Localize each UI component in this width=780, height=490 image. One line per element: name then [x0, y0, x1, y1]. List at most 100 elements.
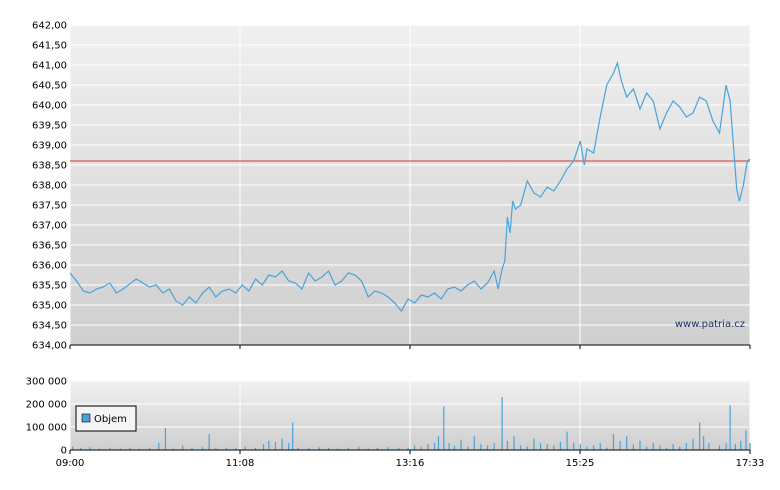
- x-tick-label: 13:16: [396, 458, 425, 469]
- volume-bar: [347, 447, 349, 450]
- volume-bar: [337, 448, 339, 450]
- volume-bar: [699, 422, 701, 450]
- volume-bar: [281, 438, 283, 450]
- volume-bar: [599, 443, 601, 450]
- volume-bar: [486, 445, 489, 450]
- price-y-tick: 639,00: [32, 141, 67, 152]
- volume-y-tick: 200 000: [26, 400, 67, 411]
- volume-bar: [672, 444, 674, 450]
- volume-bar: [493, 443, 495, 450]
- volume-bar: [646, 446, 648, 450]
- volume-bar: [420, 446, 422, 450]
- volume-bar: [586, 446, 588, 450]
- price-y-tick: 634,00: [32, 341, 67, 352]
- volume-bar: [703, 436, 705, 450]
- price-y-tick: 636,50: [32, 241, 67, 252]
- price-y-tick-labels: 634,00 634,50 635,00 635,50 636,00 636,50 637,…: [32, 21, 67, 352]
- volume-bar: [639, 440, 641, 450]
- volume-bar: [460, 439, 462, 450]
- volume-y-tick: 100 000: [26, 423, 67, 434]
- volume-bar: [89, 447, 91, 450]
- volume-bar: [358, 446, 360, 450]
- volume-bar: [427, 444, 429, 450]
- volume-bar: [191, 447, 193, 450]
- volume-bar: [619, 440, 621, 450]
- volume-bar: [453, 445, 456, 450]
- legend-swatch: [81, 413, 91, 423]
- volume-bars: [72, 397, 751, 450]
- volume-bar: [626, 436, 628, 450]
- legend-label: Objem: [94, 414, 127, 425]
- x-axis-tick-labels: 09:00 11:08 13:16 15:25 17:33: [56, 449, 764, 469]
- volume-bar: [443, 406, 445, 450]
- volume-bar: [148, 448, 151, 450]
- volume-y-tick: 300 000: [26, 377, 67, 388]
- volume-bar: [437, 436, 440, 450]
- volume-bar: [129, 447, 131, 450]
- volume-bar: [288, 443, 290, 450]
- volume-bar: [201, 447, 204, 450]
- price-y-tick: 640,00: [32, 101, 67, 112]
- volume-bar: [501, 397, 503, 450]
- price-y-tick: 636,00: [32, 261, 67, 272]
- volume-bar: [652, 443, 654, 450]
- volume-bar: [513, 436, 515, 450]
- volume-bar: [467, 446, 469, 450]
- volume-bar: [506, 440, 509, 450]
- volume-bar: [398, 448, 400, 450]
- volume-bar: [292, 422, 294, 450]
- volume-bar: [448, 443, 450, 450]
- volume-bar: [138, 448, 140, 450]
- volume-bar: [433, 443, 436, 450]
- price-y-tick: 635,50: [32, 281, 67, 292]
- volume-bar: [665, 447, 668, 450]
- volume-bar: [172, 448, 174, 450]
- price-y-tick: 641,50: [32, 41, 67, 52]
- volume-bar: [559, 441, 562, 450]
- volume-bar: [318, 447, 320, 450]
- volume-bar: [692, 438, 694, 450]
- volume-bar: [274, 441, 277, 450]
- volume-bar: [473, 436, 475, 450]
- price-y-tick: 637,50: [32, 201, 67, 212]
- volume-bar: [327, 447, 330, 450]
- volume-bar: [612, 433, 615, 450]
- volume-bar: [225, 447, 228, 450]
- price-series-line: [69, 60, 751, 313]
- volume-bar: [414, 445, 416, 450]
- volume-bar: [387, 447, 389, 450]
- volume-bar: [546, 444, 548, 450]
- volume-bar: [685, 443, 687, 450]
- volume-bar: [307, 448, 310, 450]
- volume-bar: [262, 444, 265, 450]
- volume-bar: [235, 448, 237, 450]
- volume-bar: [632, 444, 634, 450]
- volume-bar: [480, 444, 482, 450]
- price-y-tick: 638,50: [32, 161, 67, 172]
- volume-y-tick: 0: [61, 446, 67, 457]
- volume-bar: [182, 445, 184, 450]
- x-tick-label: 09:00: [56, 458, 85, 469]
- volume-bar: [72, 446, 74, 450]
- volume-bar: [729, 405, 731, 450]
- volume-bar: [208, 433, 210, 450]
- price-y-tick: 639,50: [32, 121, 67, 132]
- volume-bar: [80, 448, 82, 450]
- volume-bar: [740, 440, 742, 450]
- x-tick-label: 15:25: [566, 458, 595, 469]
- volume-bar: [109, 447, 111, 450]
- volume-bar: [520, 445, 522, 450]
- volume-bar: [659, 445, 661, 450]
- volume-bar: [367, 448, 369, 450]
- volume-bar: [215, 448, 217, 450]
- volume-legend: Objem: [75, 405, 137, 432]
- price-x-tick-marks: [69, 344, 751, 349]
- volume-bar: [98, 448, 100, 450]
- volume-bar: [749, 443, 751, 450]
- watermark: www.patria.cz: [675, 319, 745, 330]
- volume-bar: [268, 440, 270, 450]
- volume-bar: [679, 446, 681, 450]
- volume-bar: [592, 445, 595, 450]
